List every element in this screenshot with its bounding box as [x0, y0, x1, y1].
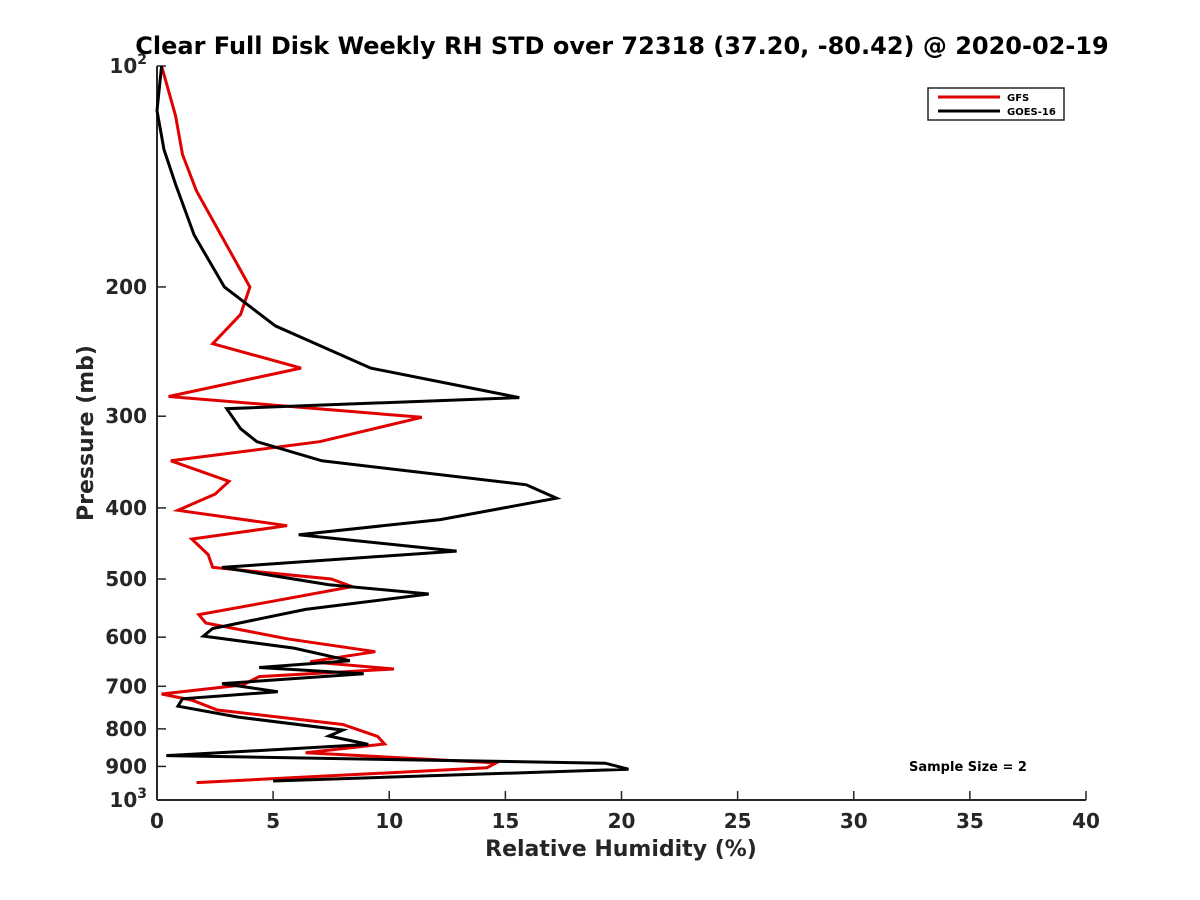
y-tick-label: 500: [105, 567, 147, 591]
y-tick-label: 700: [105, 674, 147, 698]
x-tick-label: 5: [266, 809, 280, 833]
y-tick-label: 600: [105, 625, 147, 649]
y-tick-label: 400: [105, 496, 147, 520]
x-ticks: 0 5 10 15 20 25 30 35 40: [150, 791, 1100, 833]
x-tick-label: 0: [150, 809, 164, 833]
x-tick-label: 40: [1072, 809, 1100, 833]
y-tick-label: 103: [109, 786, 147, 812]
legend-label-goes16: GOES-16: [1007, 107, 1056, 118]
x-tick-label: 10: [375, 809, 403, 833]
series-layer: [155, 65, 629, 785]
y-tick-label: 900: [105, 754, 147, 778]
y-tick-label: 200: [105, 275, 147, 299]
x-axis-label: Relative Humidity (%): [485, 837, 757, 862]
sample-size-annotation: Sample Size = 2: [909, 760, 1027, 775]
x-tick-label: 30: [840, 809, 868, 833]
y-ticks: 102 200 300 400 500 600 700 800 900 103: [105, 52, 166, 812]
x-tick-label: 20: [608, 809, 636, 833]
y-tick-label: 800: [105, 717, 147, 741]
legend: GFS GOES-16: [927, 87, 1065, 121]
y-tick-label: 300: [105, 404, 147, 428]
axes: [156, 66, 1086, 801]
chart-title: Clear Full Disk Weekly RH STD over 72318…: [135, 32, 1108, 60]
legend-box: [927, 87, 1065, 121]
x-tick-label: 35: [956, 809, 984, 833]
series-line-goes16: [155, 65, 629, 783]
x-tick-label: 25: [724, 809, 752, 833]
y-axis-label: Pressure (mb): [74, 345, 99, 521]
y-tick-label: 102: [109, 52, 147, 78]
series-line-gfs: [160, 65, 502, 785]
x-tick-label: 15: [491, 809, 519, 833]
legend-label-gfs: GFS: [1007, 93, 1029, 104]
